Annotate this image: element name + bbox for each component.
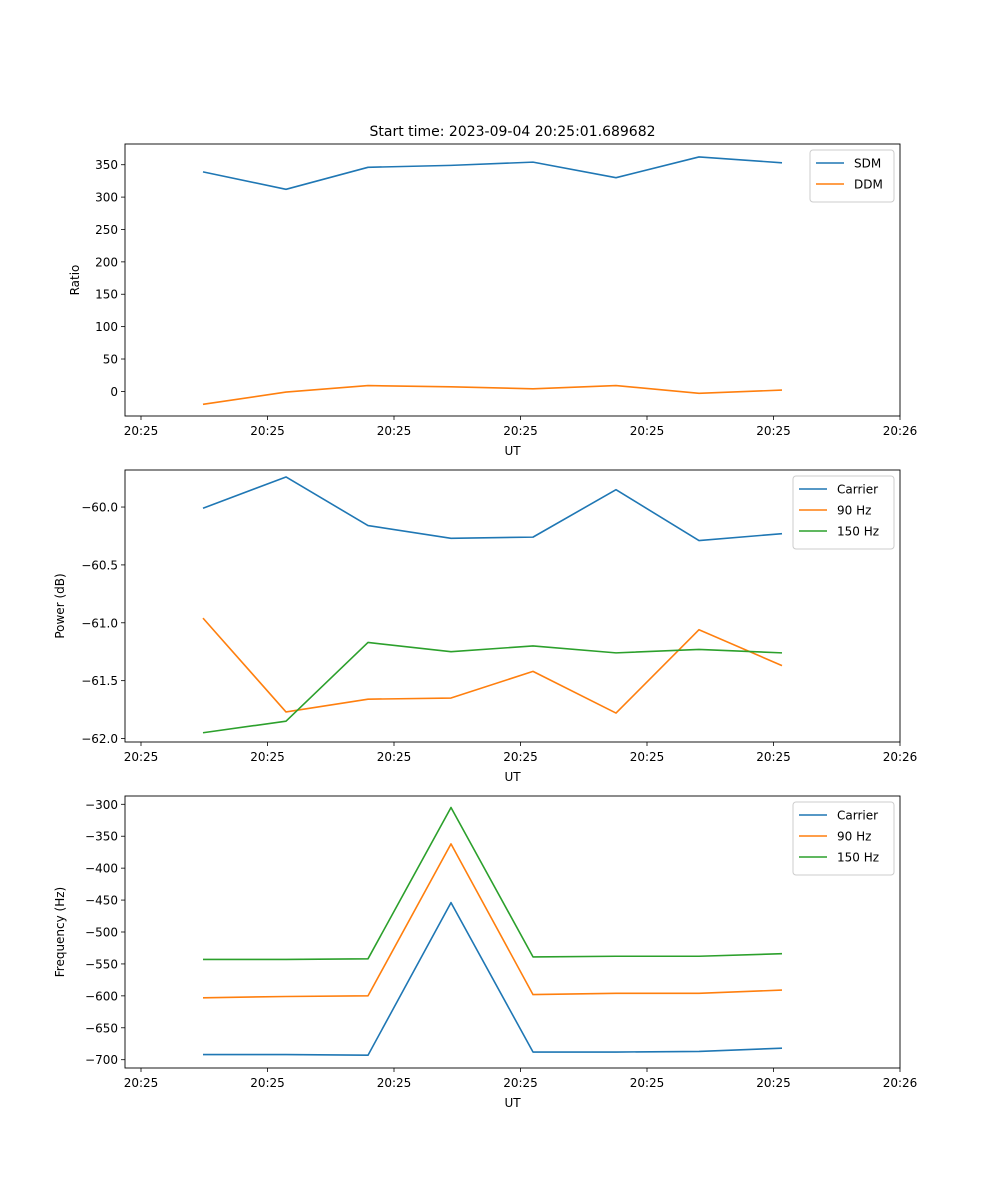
subplot-2: 20:25 20:25 20:25 20:25 20:25 20:25 20:26 −60.0… <box>53 469 918 784</box>
x-tick-label: 20:25 <box>377 424 412 438</box>
y-tick-label: −60.5 <box>81 558 118 572</box>
chart-title: Start time: 2023-09-04 20:25:01.689682 <box>369 124 655 140</box>
subplot-3: 20:25 20:25 20:25 20:25 20:25 20:25 20:26 −300 −… <box>53 795 918 1110</box>
y-tick-label: −350 <box>85 830 118 844</box>
legend-label: Carrier <box>837 483 878 497</box>
legend-label: 90 Hz <box>837 830 871 844</box>
x-tick-label: 20:25 <box>630 1076 665 1090</box>
x-tick-label: 20:25 <box>250 750 285 764</box>
y-tick-label: −650 <box>85 1021 118 1035</box>
series-line-carrier <box>203 901 783 1057</box>
y-tick-label: 50 <box>103 353 118 367</box>
series-line-90-hz <box>202 843 783 999</box>
legend-box <box>809 149 895 203</box>
series-line-90-hz <box>202 617 783 714</box>
x-tick-label: 20:25 <box>377 750 412 764</box>
y-tick-label: −61.0 <box>81 616 118 630</box>
x-tick-label: 20:25 <box>124 1076 159 1090</box>
y-tick-label: 100 <box>95 320 118 334</box>
x-tick-label: 20:25 <box>503 750 538 764</box>
y-tick-label: 350 <box>95 158 118 172</box>
y-tick-label: −450 <box>85 894 118 908</box>
x-tick-label: 20:25 <box>124 750 159 764</box>
y-axis-label: Power (dB) <box>53 573 67 638</box>
x-tick-label: 20:25 <box>756 750 791 764</box>
y-axis-label: Ratio <box>68 265 82 296</box>
x-axis-label: UT <box>504 770 521 784</box>
y-tick-label: −550 <box>85 957 118 971</box>
y-tick-label: 200 <box>95 255 118 269</box>
x-axis-label: UT <box>504 1096 521 1110</box>
series-line-150-hz <box>202 641 783 734</box>
legend-label: SDM <box>854 157 881 171</box>
x-tick-label: 20:25 <box>503 1076 538 1090</box>
x-tick-label: 20:25 <box>630 750 665 764</box>
y-tick-label: 250 <box>95 223 118 237</box>
x-tick-label: 20:25 <box>756 1076 791 1090</box>
legend: SDM DDM <box>809 149 895 203</box>
legend: Carrier 90 Hz 150 Hz <box>792 475 895 550</box>
x-tick-label: 20:25 <box>250 1076 285 1090</box>
series-line-sdm <box>202 156 783 191</box>
x-tick-label: 20:25 <box>250 424 285 438</box>
x-tick-label: 20:26 <box>883 750 918 764</box>
y-tick-label: 0 <box>110 385 118 399</box>
x-tick-label: 20:26 <box>883 1076 918 1090</box>
subplot-1: Start time: 2023-09-04 20:25:01.689682 20… <box>68 124 917 458</box>
axes-frame <box>124 795 901 1069</box>
series-line-ddm <box>202 384 783 406</box>
series-line-150-hz <box>203 806 783 961</box>
y-tick-label: −62.0 <box>81 732 118 746</box>
x-tick-label: 20:25 <box>630 424 665 438</box>
x-tick-label: 20:26 <box>883 424 918 438</box>
y-tick-label: −400 <box>85 862 118 876</box>
y-tick-label: 150 <box>95 288 118 302</box>
legend: Carrier 90 Hz 150 Hz <box>792 801 895 876</box>
legend-label: 90 Hz <box>837 504 871 518</box>
legend-label: Carrier <box>837 809 878 823</box>
axes-frame <box>124 143 901 417</box>
legend-label: DDM <box>854 178 883 192</box>
y-axis-label: Frequency (Hz) <box>53 887 67 978</box>
x-axis-label: UT <box>504 444 521 458</box>
x-tick-label: 20:25 <box>124 424 159 438</box>
legend-label: 150 Hz <box>837 851 879 865</box>
x-tick-label: 20:25 <box>377 1076 412 1090</box>
y-tick-label: −500 <box>85 926 118 940</box>
legend-label: 150 Hz <box>837 525 879 539</box>
y-tick-label: −60.0 <box>81 501 118 515</box>
series-line-carrier <box>202 476 783 542</box>
x-tick-label: 20:25 <box>503 424 538 438</box>
x-tick-label: 20:25 <box>756 424 791 438</box>
axes-frame <box>124 469 901 743</box>
y-tick-label: 300 <box>95 191 118 205</box>
y-tick-label: −700 <box>85 1053 118 1067</box>
y-tick-label: −61.5 <box>81 674 118 688</box>
y-tick-label: −600 <box>85 989 118 1003</box>
y-tick-label: −300 <box>85 798 118 812</box>
